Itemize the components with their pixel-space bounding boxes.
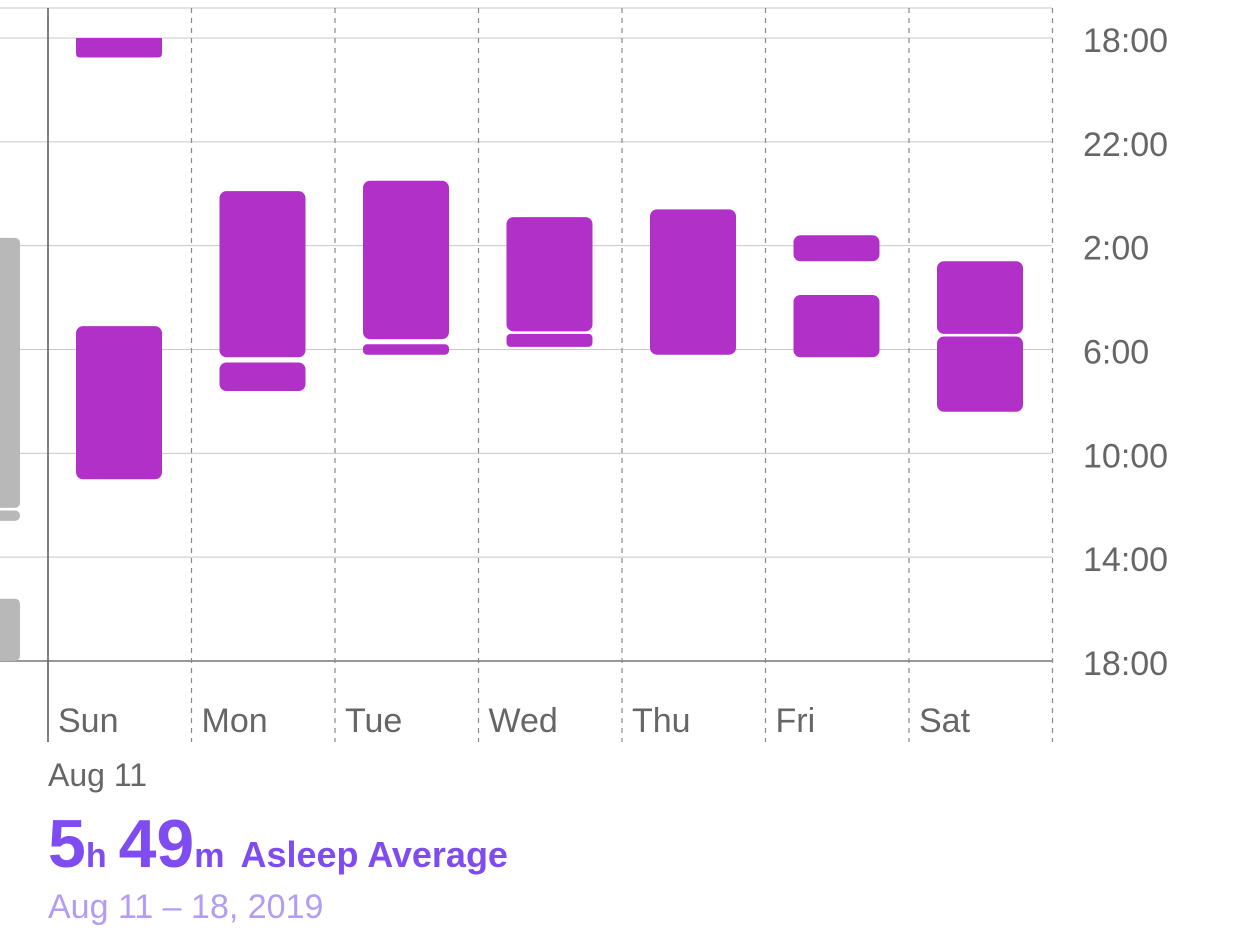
x-tick-label: Thu — [632, 702, 691, 740]
sleep-bar-sun — [76, 38, 162, 58]
y-tick-label: 22:00 — [1083, 126, 1168, 164]
x-tick-label: Sat — [919, 702, 971, 740]
y-tick-label: 10:00 — [1083, 437, 1168, 475]
y-tick-label: 18:00 — [1083, 22, 1168, 60]
date-range: Aug 11 – 18, 2019 — [48, 888, 324, 926]
y-tick-label: 14:00 — [1083, 541, 1168, 579]
hours-unit: h — [85, 837, 107, 875]
y-tick-label: 2:00 — [1083, 230, 1149, 268]
previous-week-bar — [0, 237, 20, 508]
previous-week-bar — [0, 510, 20, 521]
summary: 5h 49m Asleep Average — [48, 810, 508, 878]
sleep-chart: 18:00 22:00 2:00 6:00 10:00 14:00 18:00 Sun Mon T… — [0, 7, 1168, 793]
x-tick-label: Mon — [202, 702, 268, 740]
hours-value: 5 — [48, 806, 86, 882]
previous-week-bar — [0, 598, 20, 661]
sleep-bar-fri — [793, 294, 880, 358]
sleep-bar-sat — [937, 261, 1023, 334]
start-date-label: Aug 11 — [48, 757, 147, 793]
sleep-bar-thu — [650, 209, 736, 355]
previous-week-bars — [0, 237, 20, 661]
sleep-bars — [76, 38, 1023, 480]
sleep-bar-wed — [506, 217, 593, 332]
sleep-bar-fri — [793, 235, 880, 262]
y-tick-label: 18:00 — [1083, 645, 1168, 683]
x-tick-label: Fri — [776, 702, 816, 740]
x-tick-label: Tue — [345, 702, 402, 740]
x-tick-label: Wed — [489, 702, 558, 740]
minutes-unit: m — [194, 837, 225, 875]
axis-labels: 18:00 22:00 2:00 6:00 10:00 14:00 18:00 Sun Mon T… — [48, 22, 1168, 793]
sleep-bar-wed — [506, 333, 593, 347]
y-tick-label: 6:00 — [1083, 334, 1149, 372]
sleep-bar-mon — [219, 191, 306, 358]
sleep-bar-sat — [937, 336, 1023, 412]
sleep-bar-sun — [76, 326, 162, 480]
asleep-average: 5h 49m Asleep Average — [48, 810, 508, 878]
x-tick-label: Sun — [58, 702, 119, 740]
grid-lines — [0, 7, 1054, 742]
sleep-bar-tue — [363, 180, 449, 340]
sleep-bar-tue — [363, 344, 449, 355]
sleep-bar-mon — [219, 362, 306, 392]
minutes-value: 49 — [118, 806, 195, 882]
average-label: Asleep Average — [240, 834, 508, 875]
